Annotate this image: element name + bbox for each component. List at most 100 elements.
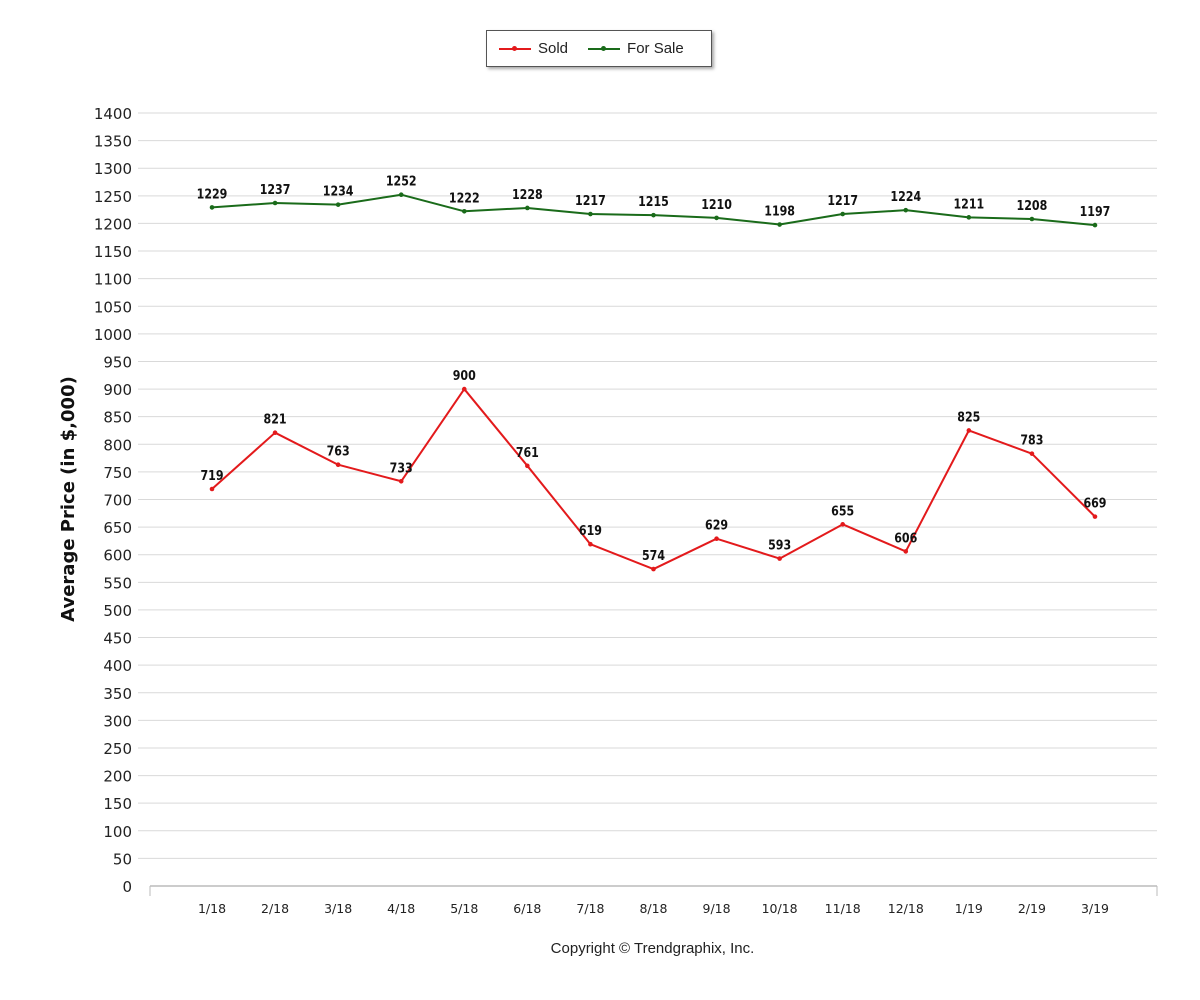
legend-label-sold: Sold (538, 40, 569, 57)
y-tick-label: 850 (103, 409, 132, 427)
y-tick-label: 500 (103, 602, 132, 620)
data-point-sold (461, 386, 467, 392)
y-tick-label: 0 (122, 878, 132, 896)
data-label-sold: 900 (453, 368, 476, 383)
data-point-for-sale (461, 208, 467, 214)
x-tick-label: 10/18 (762, 901, 798, 916)
data-label-for-sale: 1229 (197, 187, 228, 202)
data-point-for-sale (398, 192, 404, 198)
y-tick-label: 350 (103, 685, 132, 703)
y-tick-label: 1350 (94, 133, 132, 151)
data-point-for-sale (1029, 216, 1035, 222)
legend-item-sold[interactable]: Sold (499, 40, 568, 57)
data-label-for-sale: 1198 (764, 204, 795, 219)
y-tick-label: 950 (103, 353, 132, 371)
legend-swatch-for-sale (588, 45, 621, 51)
y-tick-label: 1150 (94, 243, 132, 261)
data-label-sold: 606 (894, 531, 917, 546)
x-tick-label: 1/18 (198, 901, 226, 916)
y-tick-label: 800 (103, 436, 132, 454)
y-tick-label: 650 (103, 519, 132, 537)
y-tick-label: 1050 (94, 298, 132, 316)
data-label-for-sale: 1252 (386, 174, 417, 189)
x-tick-label: 8/18 (639, 901, 667, 916)
data-label-sold: 593 (768, 538, 791, 553)
x-tick-label: 2/18 (261, 901, 289, 916)
data-point-sold (651, 566, 656, 572)
data-label-for-sale: 1234 (323, 184, 354, 199)
data-point-sold (1029, 451, 1035, 456)
data-point-sold (272, 430, 278, 435)
data-label-sold: 719 (200, 468, 223, 483)
data-point-sold (1092, 514, 1098, 519)
data-label-for-sale: 1197 (1080, 204, 1111, 219)
data-label-for-sale: 1208 (1017, 198, 1048, 213)
data-label-for-sale: 1217 (575, 193, 606, 208)
x-tick-label: 12/18 (888, 901, 924, 916)
data-point-sold (840, 522, 845, 527)
y-tick-label: 50 (113, 850, 132, 868)
x-tick-label: 6/18 (513, 901, 541, 916)
y-tick-label: 1400 (94, 105, 132, 123)
data-point-for-sale (1092, 222, 1098, 228)
data-label-sold: 733 (390, 460, 413, 475)
legend-item-for-sale[interactable]: For Sale (588, 40, 684, 57)
data-label-sold: 655 (831, 503, 854, 518)
data-point-sold (777, 556, 782, 561)
y-tick-label: 1250 (94, 188, 132, 206)
data-point-for-sale (272, 200, 278, 206)
data-label-sold: 763 (327, 444, 350, 459)
legend-swatch-sold (499, 45, 531, 51)
data-label-sold: 825 (957, 410, 980, 425)
y-tick-label: 1100 (94, 271, 132, 289)
x-tick-label: 2/19 (1018, 901, 1046, 916)
x-tick-label: 5/18 (450, 901, 478, 916)
data-point-for-sale (525, 205, 530, 211)
data-label-sold: 574 (642, 548, 665, 563)
data-point-sold (903, 549, 909, 554)
y-tick-label: 600 (103, 547, 132, 565)
data-label-sold: 783 (1020, 433, 1043, 448)
data-label-for-sale: 1211 (953, 197, 984, 212)
data-point-sold (398, 478, 404, 484)
data-point-for-sale (840, 211, 845, 217)
data-label-for-sale: 1228 (512, 187, 543, 202)
y-tick-label: 1200 (94, 215, 132, 233)
y-tick-label: 1300 (94, 160, 132, 178)
x-tick-label: 3/18 (324, 901, 352, 916)
data-point-sold (588, 541, 593, 547)
data-point-for-sale (588, 211, 593, 217)
x-tick-label: 4/18 (387, 901, 415, 916)
data-point-sold (209, 486, 215, 492)
data-label-for-sale: 1237 (260, 182, 291, 197)
x-tick-label: 11/18 (825, 901, 861, 916)
data-label-for-sale: 1224 (890, 189, 921, 204)
y-axis-label: Average Price (in $,000) (58, 376, 79, 622)
copyright-footer: Copyright © Trendgraphix, Inc. (550, 940, 755, 957)
y-tick-label: 700 (103, 492, 132, 510)
data-point-sold (335, 462, 341, 468)
data-label-sold: 761 (516, 445, 539, 460)
data-point-sold (525, 463, 530, 469)
data-point-for-sale (651, 212, 656, 218)
data-label-for-sale: 1215 (638, 194, 669, 209)
y-tick-label: 750 (103, 464, 132, 482)
y-tick-label: 550 (103, 574, 132, 592)
data-point-for-sale (714, 215, 719, 221)
chart-legend: Sold For Sale (486, 30, 712, 67)
y-tick-label: 200 (103, 768, 132, 786)
y-tick-label: 250 (103, 740, 132, 758)
y-tick-label: 100 (103, 823, 132, 841)
y-tick-label: 150 (103, 795, 132, 813)
x-tick-label: 3/19 (1081, 901, 1109, 916)
y-tick-label: 300 (103, 712, 132, 730)
data-label-sold: 619 (579, 523, 602, 538)
data-point-for-sale (903, 207, 909, 213)
y-tick-label: 450 (103, 630, 132, 648)
data-label-for-sale: 1217 (827, 193, 858, 208)
data-point-for-sale (209, 205, 215, 210)
data-label-sold: 821 (264, 412, 287, 427)
x-tick-label: 1/19 (955, 901, 983, 916)
data-point-for-sale (777, 222, 782, 227)
